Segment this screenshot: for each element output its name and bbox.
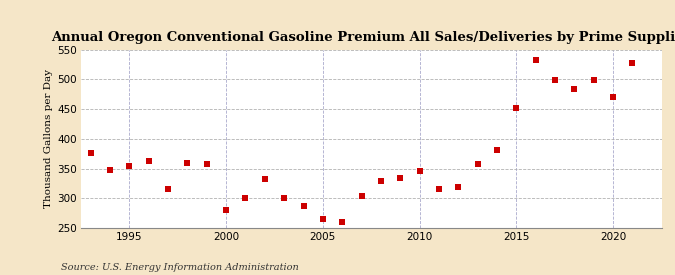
- Point: [511, 106, 522, 111]
- Point: [143, 159, 154, 163]
- Point: [85, 151, 96, 155]
- Point: [105, 168, 115, 173]
- Point: [375, 178, 386, 183]
- Point: [124, 164, 135, 169]
- Point: [259, 177, 270, 181]
- Point: [453, 184, 464, 189]
- Point: [627, 60, 638, 65]
- Point: [589, 78, 599, 83]
- Point: [569, 87, 580, 92]
- Point: [472, 162, 483, 166]
- Point: [221, 208, 232, 213]
- Point: [337, 220, 348, 224]
- Text: Source: U.S. Energy Information Administration: Source: U.S. Energy Information Administ…: [61, 263, 298, 272]
- Point: [279, 196, 290, 200]
- Point: [298, 204, 309, 208]
- Title: Annual Oregon Conventional Gasoline Premium All Sales/Deliveries by Prime Suppli: Annual Oregon Conventional Gasoline Prem…: [51, 31, 675, 44]
- Point: [395, 175, 406, 180]
- Point: [549, 78, 560, 83]
- Point: [608, 94, 618, 99]
- Point: [531, 57, 541, 62]
- Point: [201, 162, 212, 167]
- Point: [240, 196, 251, 200]
- Y-axis label: Thousand Gallons per Day: Thousand Gallons per Day: [44, 69, 53, 208]
- Point: [356, 194, 367, 198]
- Point: [433, 187, 444, 191]
- Point: [414, 169, 425, 173]
- Point: [491, 148, 502, 152]
- Point: [317, 217, 328, 222]
- Point: [182, 161, 193, 165]
- Point: [163, 187, 173, 191]
